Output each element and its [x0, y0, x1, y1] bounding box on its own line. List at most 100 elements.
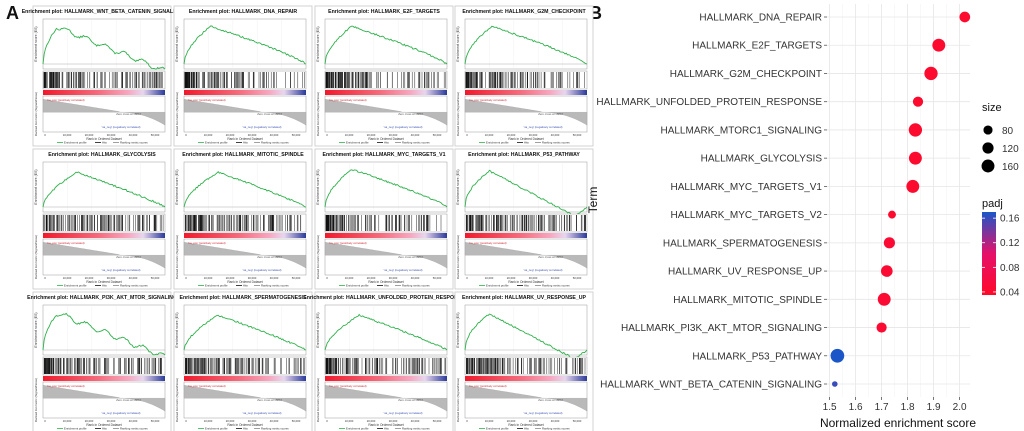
enrichment-curve: [324, 313, 448, 351]
term-label: HALLMARK_MYC_TARGETS_V2: [670, 210, 822, 221]
zero-cross-label: Zero cross at 18867: [116, 255, 141, 259]
x-tick-label: 50,000: [292, 419, 301, 423]
legend-profile: Enrichment profile: [346, 284, 369, 288]
hit-marks: [325, 215, 442, 231]
es-axis-label: Enrichment score (ES): [316, 169, 320, 204]
x-tick-label: 0: [326, 133, 328, 137]
rank-metric-area: [464, 385, 588, 412]
enrichment-curve: [183, 314, 307, 351]
term-label: HALLMARK_G2M_CHECKPOINT: [670, 69, 822, 80]
es-axis-label: Enrichment score (ES): [456, 312, 460, 347]
x-tick-label: 0: [185, 133, 187, 137]
gsea-plot-title: Enrichment plot: HALLMARK_GLYCOLYSIS: [48, 152, 156, 158]
hit-marks: [43, 358, 162, 374]
rank-metric-area: [183, 99, 307, 126]
ranking-heat-bar: [184, 90, 306, 95]
x-tick-label: 10,000: [485, 133, 494, 137]
panel-label-a: A: [6, 3, 19, 23]
hit-marks: [466, 215, 586, 231]
zero-cross-label: Zero cross at 18867: [538, 255, 563, 259]
legend-hits: Hits: [102, 427, 107, 431]
term-label: HALLMARK_MTORC1_SIGNALING: [660, 125, 822, 136]
legend-profile: Enrichment profile: [205, 427, 228, 431]
legend-profile: Enrichment profile: [346, 427, 369, 431]
x-axis-label: Rank in Ordered Dataset: [368, 137, 403, 141]
legend-ranking: Ranking metric scores: [120, 141, 148, 145]
zero-cross-label: Zero cross at 18867: [257, 255, 282, 259]
enrichment-curve: [42, 27, 166, 70]
rank-metric-area: [42, 385, 166, 412]
x-axis-label: Rank in Ordered Dataset: [227, 423, 262, 427]
x-tick-label: 50,000: [433, 133, 442, 137]
legend-ranking: Ranking metric scores: [261, 284, 289, 288]
x-axis-label: Rank in Ordered Dataset: [508, 280, 543, 284]
x-tick-label: 30,000: [389, 133, 398, 137]
negative-label: 'na_neg' (negatively correlated): [524, 268, 563, 272]
x-tick-label: 20,000: [367, 133, 376, 137]
data-point: [959, 11, 971, 23]
enrichment-curve: [42, 312, 166, 356]
rank-axis-label: Ranked list metric (Signal2Noise): [456, 235, 460, 279]
enrichment-curve: [183, 25, 307, 65]
legend-hits: Hits: [243, 141, 248, 145]
hits-strip: [42, 70, 166, 90]
term-label: HALLMARK_DNA_REPAIR: [699, 13, 822, 24]
x-tick-label: 1.6: [849, 402, 863, 413]
colorbar-tick-label: 0.04: [1000, 287, 1020, 298]
positive-label: 'na_pos' (positively correlated): [188, 241, 226, 245]
ranking-heat-bar: [43, 376, 165, 381]
ranking-heat-bar: [325, 376, 447, 381]
positive-label: 'na_pos' (positively correlated): [47, 241, 85, 245]
term-label: HALLMARK_MYC_TARGETS_V1: [670, 182, 822, 193]
legend-profile: Enrichment profile: [486, 284, 509, 288]
term-label: HALLMARK_UV_RESPONSE_UP: [668, 267, 822, 278]
data-point: [880, 265, 893, 277]
x-tick-label: 0: [326, 276, 328, 280]
colorbar-tick-label: 0.16: [1000, 214, 1020, 225]
x-tick-label: 40,000: [270, 276, 279, 280]
legend-profile: Enrichment profile: [64, 141, 87, 145]
x-tick-label: 0: [44, 276, 46, 280]
legend-profile: Enrichment profile: [205, 141, 228, 145]
x-tick-label: 10,000: [204, 133, 213, 137]
legend-hits: Hits: [524, 284, 529, 288]
gsea-plot: Enrichment plot: HALLMARK_WNT_BETA_CATEN…: [22, 5, 182, 147]
x-tick-label: 40,000: [270, 133, 279, 137]
negative-label: 'na_neg' (negatively correlated): [243, 411, 282, 415]
x-tick-label: 1.7: [875, 402, 889, 413]
hits-strip: [324, 70, 448, 90]
zero-cross-label: Zero cross at 18867: [257, 112, 282, 116]
gsea-plot-grid: Enrichment plot: HALLMARK_WNT_BETA_CATEN…: [22, 5, 594, 431]
zero-cross-label: Zero cross at 18867: [538, 112, 563, 116]
x-axis-label: Rank in Ordered Dataset: [86, 280, 121, 284]
gsea-plot: Enrichment plot: HALLMARK_P53_PATHWAY Enr…: [454, 148, 594, 290]
term-label: HALLMARK_WNT_BETA_CATENIN_SIGNALING: [600, 380, 822, 391]
x-tick-label: 0: [466, 276, 468, 280]
x-tick-label: 30,000: [529, 276, 538, 280]
gsea-plot: Enrichment plot: HALLMARK_PI3K_AKT_MTOR_…: [27, 291, 177, 431]
rank-metric-area: [42, 242, 166, 269]
x-tick-label: 30,000: [107, 419, 116, 423]
es-plot-area: [324, 161, 448, 213]
zero-cross-label: Zero cross at 18867: [398, 398, 423, 402]
positive-label: 'na_pos' (positively correlated): [469, 241, 507, 245]
x-tick-label: 0: [326, 419, 328, 423]
size-legend-label: 120: [1002, 144, 1019, 155]
gsea-plot-title: Enrichment plot: HALLMARK_MYC_TARGETS_V1: [323, 152, 446, 158]
es-axis-label: Enrichment score (ES): [456, 169, 460, 204]
rank-axis-label: Ranked list metric (Signal2Noise): [316, 378, 320, 422]
hits-strip: [42, 356, 166, 376]
color-legend-title: padj: [982, 198, 1003, 210]
gsea-plot: Enrichment plot: HALLMARK_G2M_CHECKPOINT…: [454, 5, 594, 147]
hit-marks: [325, 358, 446, 374]
positive-label: 'na_pos' (positively correlated): [188, 384, 226, 388]
rank-axis-label: Ranked list metric (Signal2Noise): [34, 92, 38, 136]
legend-hits: Hits: [384, 284, 389, 288]
x-tick-label: 10,000: [63, 419, 72, 423]
term-label: HALLMARK_UNFOLDED_PROTEIN_RESPONSE: [596, 97, 822, 108]
gsea-plot: Enrichment plot: HALLMARK_SPERMATOGENESI…: [173, 291, 313, 431]
enrichment-curve: [464, 169, 588, 218]
x-tick-label: 10,000: [345, 133, 354, 137]
x-tick-label: 30,000: [248, 133, 257, 137]
colorbar: [982, 212, 996, 295]
